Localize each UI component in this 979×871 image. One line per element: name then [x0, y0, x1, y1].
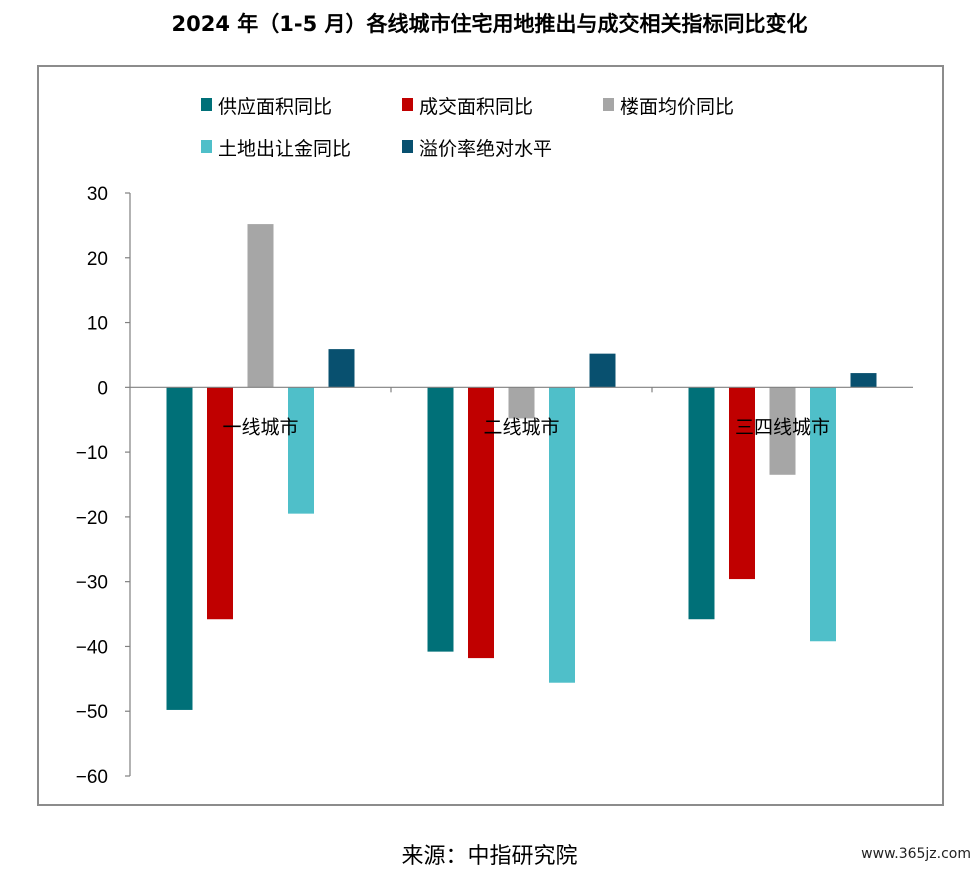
- legend-swatch: [402, 140, 413, 153]
- legend-swatch: [201, 98, 212, 111]
- category-label: 一线城市: [222, 416, 298, 438]
- legend-label: 土地出让金同比: [218, 138, 351, 160]
- y-tick-label: −30: [76, 573, 108, 594]
- source-note: 来源：中指研究院: [401, 844, 578, 869]
- legend-label: 成交面积同比: [419, 96, 533, 118]
- bar: [508, 387, 535, 419]
- y-tick-label: 10: [87, 314, 108, 335]
- legend-swatch: [201, 140, 212, 153]
- category-labels: 一线城市 二线城市 三四线城市: [222, 416, 830, 438]
- bar: [549, 387, 575, 683]
- legend-swatch: [603, 98, 614, 111]
- bar: [729, 387, 755, 580]
- y-tick-label: 30: [87, 184, 108, 205]
- y-tick-label: −10: [76, 443, 108, 464]
- x-axis: [130, 386, 913, 393]
- bar: [688, 387, 715, 620]
- y-tick-label: 20: [87, 249, 108, 270]
- y-tick-label: −40: [76, 637, 108, 658]
- legend-swatch: [402, 98, 413, 111]
- y-axis: 30 20 10 0 −10 −20 −30 −40 −50 −60: [76, 184, 131, 788]
- chart-frame: [37, 65, 944, 806]
- y-tick-label: −60: [76, 767, 108, 788]
- y-tick-label: 0: [97, 378, 108, 399]
- chart-title: 2024 年（1-5 月）各线城市住宅用地推出与成交相关指标同比变化: [171, 12, 808, 36]
- legend-label: 溢价率绝对水平: [419, 138, 552, 160]
- bar: [166, 387, 193, 710]
- bar: [247, 224, 274, 388]
- category-label: 二线城市: [483, 416, 559, 438]
- bar: [810, 387, 836, 642]
- y-tick-label: −20: [76, 508, 108, 529]
- watermark: www.365jz.com: [861, 846, 971, 862]
- bar: [468, 387, 494, 659]
- legend-label: 供应面积同比: [218, 96, 332, 118]
- bar: [207, 387, 233, 620]
- bar: [589, 353, 616, 388]
- bar: [288, 387, 314, 514]
- bar: [850, 373, 877, 388]
- legend-label: 楼面均价同比: [620, 96, 734, 118]
- bars: [166, 224, 877, 710]
- bar: [769, 387, 796, 475]
- bar: [328, 349, 355, 388]
- category-label: 三四线城市: [735, 416, 830, 438]
- bar: [427, 387, 454, 652]
- y-tick-label: −50: [76, 702, 108, 723]
